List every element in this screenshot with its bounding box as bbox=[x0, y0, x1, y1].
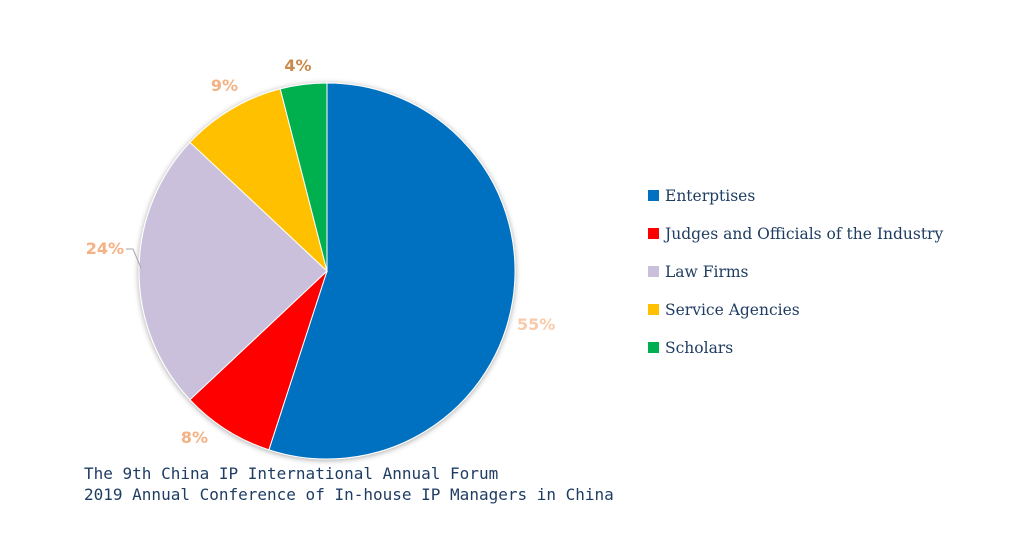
leader-line-law-firms bbox=[126, 248, 142, 269]
pie-slices bbox=[138, 82, 516, 460]
legend-swatch-service-agencies bbox=[648, 304, 659, 315]
data-label-judges-and-officials-of-the-industry: 8% bbox=[181, 428, 208, 447]
pie-slice-enterptises bbox=[268, 82, 516, 460]
data-label-service-agencies: 9% bbox=[211, 76, 238, 95]
pie-slice-service-agencies bbox=[189, 88, 328, 273]
legend-swatch-law-firms bbox=[648, 266, 659, 277]
legend: Enterptises Judges and Officials of the I… bbox=[648, 187, 943, 357]
data-label-enterptises: 55% bbox=[517, 315, 555, 334]
caption-line-1: The 9th China IP International Annual Fo… bbox=[84, 464, 499, 483]
legend-label-scholars: Scholars bbox=[665, 339, 733, 357]
legend-label-judges-and-officials-of-the-industry: Judges and Officials of the Industry bbox=[663, 225, 943, 243]
data-label-law-firms: 24% bbox=[86, 239, 124, 258]
pie-labels: 55% 8% 24% 9% 4% bbox=[86, 56, 556, 447]
pie-slice-law-firms bbox=[138, 141, 328, 401]
pie-slice-judges-and-officials-of-the-industry bbox=[189, 270, 328, 451]
legend-swatch-enterptises bbox=[648, 190, 659, 201]
legend-label-law-firms: Law Firms bbox=[665, 263, 749, 281]
pie-slice-scholars bbox=[279, 82, 328, 272]
data-label-scholars: 4% bbox=[284, 56, 311, 75]
legend-swatch-scholars bbox=[648, 342, 659, 353]
legend-swatch-judges-and-officials-of-the-industry bbox=[648, 228, 659, 239]
caption-line-2: 2019 Annual Conference of In-house IP Ma… bbox=[84, 485, 614, 504]
legend-label-service-agencies: Service Agencies bbox=[665, 301, 800, 319]
legend-label-enterptises: Enterptises bbox=[665, 187, 755, 205]
